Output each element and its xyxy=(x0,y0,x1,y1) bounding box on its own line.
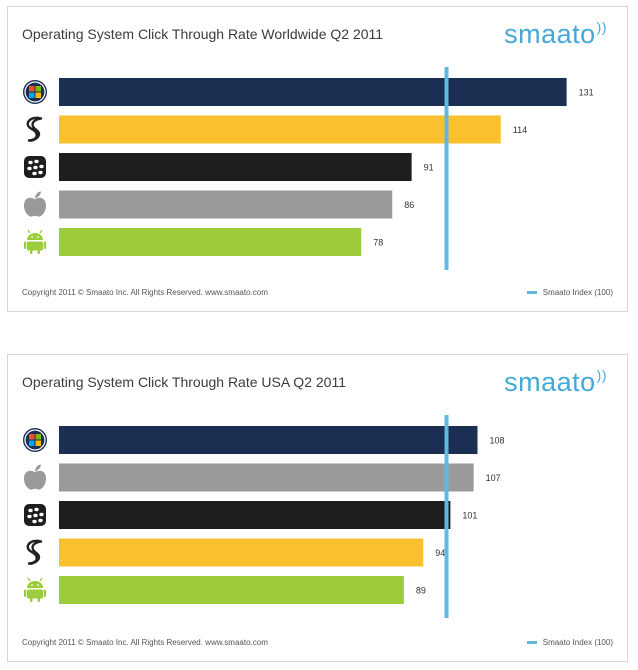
bar xyxy=(59,538,424,567)
data-label: 86 xyxy=(404,200,414,210)
data-label: 114 xyxy=(513,125,527,135)
chart-panel-worldwide: Operating System Click Through Rate Worl… xyxy=(7,6,628,312)
bar xyxy=(59,576,404,604)
android-icon xyxy=(24,229,46,254)
apple-icon xyxy=(24,191,46,217)
chart-plot: 108 107 101 94 89 xyxy=(23,415,505,618)
smaato-logo: smaato)) xyxy=(504,19,607,49)
data-label: 94 xyxy=(435,548,445,558)
bar xyxy=(59,228,362,256)
bar xyxy=(59,501,451,529)
bar xyxy=(59,426,478,454)
chart-title: Operating System Click Through Rate Worl… xyxy=(22,26,384,42)
chart-panel-usa: Operating System Click Through Rate USA … xyxy=(7,354,628,662)
data-label: 108 xyxy=(490,436,505,446)
legend-swatch xyxy=(526,291,537,295)
copyright-text: Copyright 2011 © Smaato Inc. All Rights … xyxy=(22,638,268,647)
legend: Smaato Index (100) xyxy=(526,638,613,647)
windows-icon xyxy=(23,428,47,452)
blackberry-icon xyxy=(24,156,46,178)
symbian-icon xyxy=(26,116,43,142)
chart-plot: 131 114 91 86 78 xyxy=(23,67,594,270)
apple-icon xyxy=(24,464,46,490)
legend-label: Smaato Index (100) xyxy=(542,288,613,297)
data-label: 89 xyxy=(416,586,426,596)
blackberry-icon xyxy=(24,504,46,526)
data-label: 91 xyxy=(424,163,434,173)
bar xyxy=(59,78,567,106)
data-label: 107 xyxy=(486,473,501,483)
data-label: 131 xyxy=(579,88,594,98)
bar xyxy=(59,463,474,492)
copyright-text: Copyright 2011 © Smaato Inc. All Rights … xyxy=(22,288,268,297)
symbian-icon xyxy=(26,539,43,565)
android-icon xyxy=(24,577,46,602)
smaato-logo: smaato)) xyxy=(504,367,607,397)
chart-title: Operating System Click Through Rate USA … xyxy=(22,374,346,390)
windows-icon xyxy=(23,80,47,104)
bar xyxy=(59,153,412,181)
legend-swatch xyxy=(526,641,537,645)
legend-label: Smaato Index (100) xyxy=(542,638,613,647)
legend: Smaato Index (100) xyxy=(526,288,613,297)
data-label: 101 xyxy=(462,511,477,521)
data-label: 78 xyxy=(373,238,383,248)
bar xyxy=(59,190,393,219)
bar xyxy=(59,115,501,144)
